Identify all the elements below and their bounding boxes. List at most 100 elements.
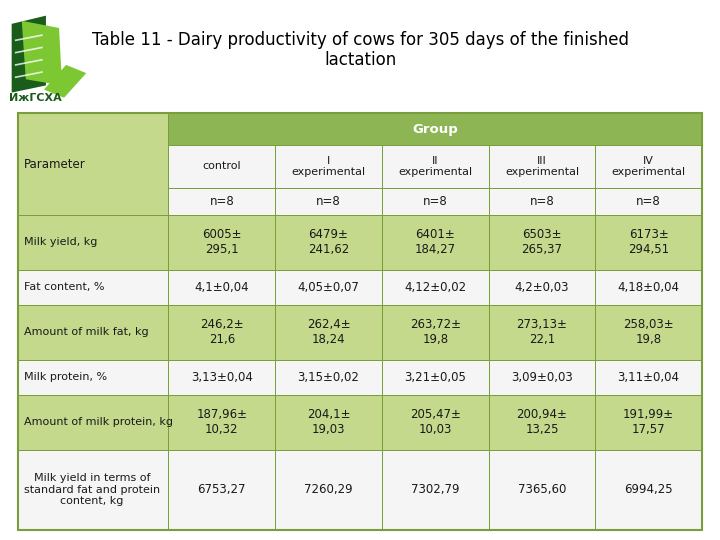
Bar <box>275 360 382 395</box>
Text: lactation: lactation <box>324 51 396 69</box>
Text: I
experimental: I experimental <box>292 156 366 177</box>
Text: 258,03±
19,8: 258,03± 19,8 <box>624 319 674 346</box>
Bar <box>595 188 702 215</box>
Bar <box>18 360 168 395</box>
Bar <box>489 305 595 360</box>
Bar <box>275 449 382 530</box>
Bar <box>382 395 489 449</box>
Text: 3,13±0,04: 3,13±0,04 <box>191 371 253 384</box>
Text: 205,47±
10,03: 205,47± 10,03 <box>410 408 461 436</box>
Bar <box>489 269 595 305</box>
Text: 7260,29: 7260,29 <box>305 483 353 496</box>
Bar <box>489 188 595 215</box>
Bar <box>275 305 382 360</box>
Text: Fat content, %: Fat content, % <box>24 282 104 293</box>
Polygon shape <box>12 16 46 93</box>
Text: Amount of milk fat, kg: Amount of milk fat, kg <box>24 327 148 338</box>
Text: 4,18±0,04: 4,18±0,04 <box>618 281 680 294</box>
Text: 4,1±0,04: 4,1±0,04 <box>194 281 249 294</box>
Text: 273,13±
22,1: 273,13± 22,1 <box>516 319 567 346</box>
Text: 6753,27: 6753,27 <box>197 483 246 496</box>
Bar <box>168 269 275 305</box>
Text: IV
experimental: IV experimental <box>611 156 685 177</box>
Bar <box>168 449 275 530</box>
Bar <box>382 145 489 188</box>
Text: Milk yield in terms of
standard fat and protein
content, kg: Milk yield in terms of standard fat and … <box>24 473 160 507</box>
Text: n=8: n=8 <box>636 195 661 208</box>
Text: n=8: n=8 <box>423 195 448 208</box>
Bar <box>168 305 275 360</box>
Bar <box>18 305 168 360</box>
Text: 6503±
265,37: 6503± 265,37 <box>521 228 562 256</box>
Bar <box>168 145 275 188</box>
Text: 4,05±0,07: 4,05±0,07 <box>297 281 359 294</box>
Text: n=8: n=8 <box>210 195 234 208</box>
Text: ИжГСХА: ИжГСХА <box>9 93 61 103</box>
Text: Amount of milk protein, kg: Amount of milk protein, kg <box>24 417 173 427</box>
Bar <box>18 395 168 449</box>
Bar <box>168 188 275 215</box>
Text: 6479±
241,62: 6479± 241,62 <box>308 228 349 256</box>
Bar <box>489 215 595 269</box>
Text: Group: Group <box>413 123 458 136</box>
Text: n=8: n=8 <box>530 195 554 208</box>
Bar <box>382 188 489 215</box>
Bar <box>382 215 489 269</box>
Bar <box>595 145 702 188</box>
Bar <box>168 215 275 269</box>
Text: 191,99±
17,57: 191,99± 17,57 <box>623 408 674 436</box>
Bar <box>275 145 382 188</box>
Text: 3,21±0,05: 3,21±0,05 <box>405 371 466 384</box>
Text: Milk yield, kg: Milk yield, kg <box>24 238 97 247</box>
Text: 6173±
294,51: 6173± 294,51 <box>628 228 669 256</box>
Bar <box>382 449 489 530</box>
Polygon shape <box>22 21 62 85</box>
Bar <box>275 269 382 305</box>
Text: Milk protein, %: Milk protein, % <box>24 373 107 382</box>
Bar <box>595 269 702 305</box>
Text: 263,72±
19,8: 263,72± 19,8 <box>410 319 461 346</box>
Bar <box>168 113 702 145</box>
Text: 6005±
295,1: 6005± 295,1 <box>202 228 242 256</box>
Text: III
experimental: III experimental <box>505 156 579 177</box>
Bar <box>382 269 489 305</box>
Text: 4,2±0,03: 4,2±0,03 <box>515 281 570 294</box>
Bar <box>489 145 595 188</box>
Bar <box>595 395 702 449</box>
Text: Table 11 - Dairy productivity of cows for 305 days of the finished: Table 11 - Dairy productivity of cows fo… <box>91 31 629 49</box>
Text: n=8: n=8 <box>316 195 341 208</box>
Text: 204,1±
19,03: 204,1± 19,03 <box>307 408 351 436</box>
Bar <box>18 215 168 269</box>
Text: 6994,25: 6994,25 <box>624 483 673 496</box>
Polygon shape <box>44 65 86 98</box>
Text: Parameter: Parameter <box>24 158 86 171</box>
Bar <box>595 305 702 360</box>
Bar <box>595 215 702 269</box>
Bar <box>18 449 168 530</box>
Text: II
experimental: II experimental <box>398 156 472 177</box>
Text: 200,94±
13,25: 200,94± 13,25 <box>516 408 567 436</box>
Bar <box>489 360 595 395</box>
Bar <box>489 449 595 530</box>
Bar <box>168 360 275 395</box>
Bar <box>595 449 702 530</box>
Bar <box>168 395 275 449</box>
Text: 4,12±0,02: 4,12±0,02 <box>404 281 467 294</box>
Text: 187,96±
10,32: 187,96± 10,32 <box>197 408 248 436</box>
Bar <box>18 269 168 305</box>
Bar <box>382 360 489 395</box>
Text: 246,2±
21,6: 246,2± 21,6 <box>200 319 243 346</box>
Text: 3,11±0,04: 3,11±0,04 <box>618 371 680 384</box>
Text: 262,4±
18,24: 262,4± 18,24 <box>307 319 351 346</box>
Bar <box>275 188 382 215</box>
Text: 7302,79: 7302,79 <box>411 483 459 496</box>
Bar <box>18 113 702 530</box>
Bar <box>382 305 489 360</box>
Bar <box>275 215 382 269</box>
Text: 7365,60: 7365,60 <box>518 483 566 496</box>
Text: 3,15±0,02: 3,15±0,02 <box>297 371 359 384</box>
Bar <box>275 395 382 449</box>
Text: 6401±
184,27: 6401± 184,27 <box>415 228 456 256</box>
Bar <box>18 113 168 215</box>
Text: control: control <box>202 161 241 172</box>
